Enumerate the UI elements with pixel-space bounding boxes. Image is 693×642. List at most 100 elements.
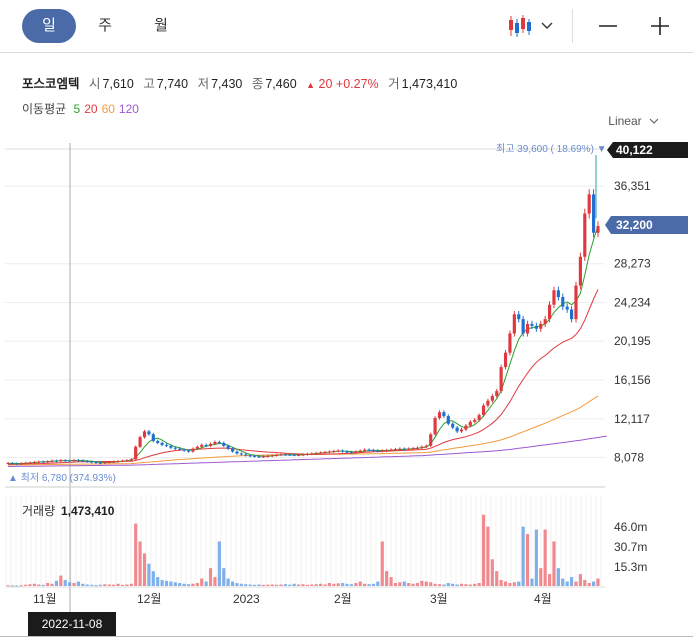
- candle-body: [68, 460, 72, 462]
- volume-bar: [182, 583, 186, 586]
- candle-body: [349, 452, 354, 454]
- candle-body: [274, 454, 279, 456]
- low-annotation: ▲ 최저 6,780 (374.93%): [8, 472, 116, 484]
- candle-body: [204, 444, 208, 446]
- volume-bar: [235, 583, 239, 586]
- volume-bar: [398, 582, 402, 586]
- volume-bar: [530, 578, 534, 586]
- volume-bar: [37, 584, 41, 586]
- candle-body: [341, 450, 345, 452]
- candle-body: [6, 463, 10, 465]
- candle-body: [208, 443, 213, 446]
- high-label: 고: [143, 77, 155, 91]
- scale-selector[interactable]: Linear: [608, 114, 659, 128]
- zoom-in-button[interactable]: [645, 11, 675, 41]
- volume-bar: [468, 584, 472, 586]
- tab-day[interactable]: 일: [22, 9, 76, 43]
- candle-body: [90, 461, 94, 463]
- volume-bar: [46, 583, 50, 586]
- volume-bar: [464, 584, 468, 586]
- candle-body: [310, 453, 314, 455]
- ma60-legend: 60: [101, 102, 115, 116]
- candle-body: [248, 455, 252, 457]
- volume-bar: [389, 577, 393, 586]
- volume-bar: [547, 574, 552, 586]
- volume-bar: [411, 583, 415, 586]
- ma20-line: [7, 289, 599, 465]
- candle-body: [336, 450, 340, 452]
- candle-body: [481, 405, 486, 416]
- volume-bar: [59, 575, 63, 586]
- candle-body: [596, 226, 600, 233]
- volume-bar: [314, 584, 318, 586]
- candle-body: [213, 441, 217, 444]
- candle-body: [534, 325, 538, 329]
- candle-body: [561, 297, 565, 307]
- candle-body: [459, 429, 464, 432]
- chart-type-dropdown[interactable]: [536, 11, 558, 41]
- chart-type-button[interactable]: [502, 11, 536, 41]
- candle-body: [103, 462, 107, 464]
- candle-body: [46, 461, 50, 463]
- scale-label: Linear: [608, 114, 642, 128]
- zoom-out-button[interactable]: [593, 11, 623, 41]
- candle-body: [398, 448, 402, 450]
- candle-body: [415, 447, 420, 449]
- price-tick-label: 28,273: [614, 257, 651, 271]
- candle-body: [587, 194, 591, 214]
- volume-bar: [32, 583, 37, 586]
- volume-bar: [288, 584, 292, 586]
- chevron-down-icon: [649, 118, 659, 124]
- volume-bar: [164, 580, 169, 586]
- candle-body: [10, 463, 14, 465]
- candle-body: [424, 445, 428, 447]
- candle-body: [279, 454, 283, 456]
- candle-body: [433, 417, 437, 435]
- volume-bar: [85, 584, 89, 586]
- candle-body: [160, 442, 164, 445]
- candle-body: [539, 323, 543, 329]
- candle-body: [217, 441, 221, 443]
- candle-body: [583, 213, 587, 257]
- tab-week[interactable]: 주: [98, 17, 112, 34]
- change-percent: +0.27%: [335, 77, 379, 91]
- volume-bar: [442, 584, 446, 586]
- candle-body: [151, 434, 155, 442]
- volume-bar: [6, 585, 10, 587]
- volume-bar: [521, 526, 525, 586]
- candle-body: [592, 194, 596, 233]
- volume-bar: [226, 578, 230, 586]
- candle-body: [112, 461, 116, 463]
- tab-month[interactable]: 월: [154, 17, 168, 34]
- candle-body: [495, 391, 499, 396]
- volume-bar: [310, 584, 314, 586]
- volume-bar: [54, 580, 59, 586]
- volume-bar: [525, 534, 530, 586]
- time-label-nov: 11월: [33, 592, 57, 606]
- volume-bar: [574, 581, 578, 586]
- volume-bar: [305, 584, 309, 586]
- candle-body: [556, 290, 560, 298]
- volume-bar: [583, 580, 587, 586]
- volume-bar: [244, 584, 248, 586]
- volume-bar: [274, 584, 279, 586]
- volume-panel-label: 거래량: [22, 504, 55, 518]
- volume-bar: [429, 582, 433, 586]
- volume-bar: [94, 585, 98, 587]
- candle-body: [552, 290, 556, 305]
- volume-bar: [349, 584, 354, 586]
- candle-body: [244, 454, 248, 456]
- candle-body: [266, 455, 270, 457]
- volume-bar: [270, 584, 274, 586]
- candle-body: [319, 452, 323, 454]
- volume-bar: [112, 584, 116, 586]
- candle-body: [50, 460, 54, 462]
- candle-body: [24, 462, 28, 464]
- plus-icon: [651, 17, 669, 35]
- candle-body: [389, 449, 393, 451]
- volume-value: 1,473,410: [401, 77, 458, 91]
- candle-body: [129, 459, 133, 461]
- candle-body: [173, 447, 177, 449]
- volume-bar: [587, 583, 591, 586]
